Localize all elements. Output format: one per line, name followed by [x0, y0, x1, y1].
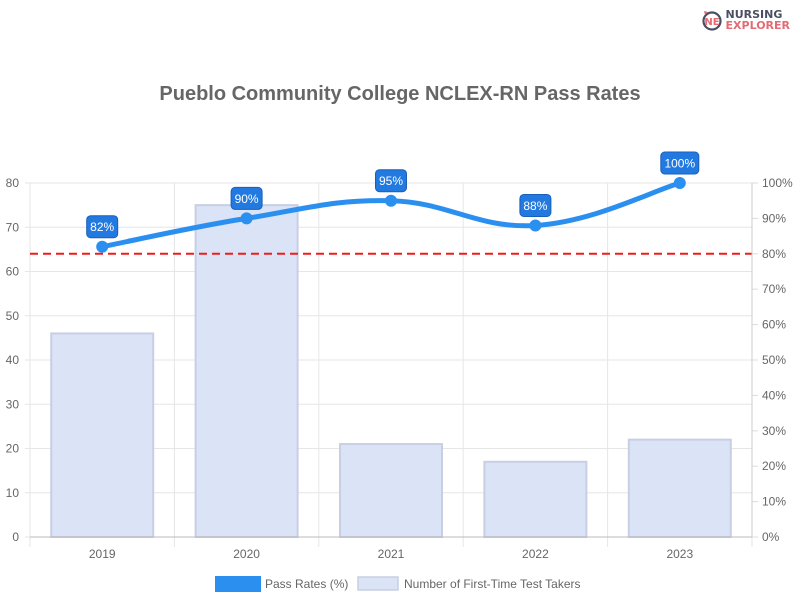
chart-title: Pueblo Community College NCLEX-RN Pass R…: [159, 83, 640, 105]
legend-swatch-test-takers[interactable]: [357, 576, 399, 591]
nursing-explorer-logo: NE NURSING EXPLORER: [701, 9, 790, 31]
x-tick-label: 2020: [233, 547, 260, 561]
left-tick-label: 0: [12, 530, 19, 544]
data-label-box: [230, 186, 263, 210]
left-tick-label: 50: [6, 309, 20, 323]
right-tick-label: 100%: [762, 176, 793, 190]
x-tick-label: 2021: [378, 547, 405, 561]
x-tick-label: 2022: [522, 547, 549, 561]
logo-line1: NURSING: [725, 8, 783, 21]
bar-2023[interactable]: [627, 438, 732, 538]
left-tick-label: 70: [6, 220, 20, 234]
legend-label-test-takers[interactable]: Number of First-Time Test Takers: [404, 577, 580, 591]
right-tick-label: 70%: [762, 282, 786, 296]
bar-2019[interactable]: [50, 332, 155, 539]
logo-icon: NE: [701, 11, 722, 31]
bar-2021[interactable]: [339, 443, 443, 539]
left-tick-label: 10: [6, 486, 20, 500]
pass-rate-point[interactable]: [673, 177, 686, 189]
bar-2022[interactable]: [483, 460, 588, 538]
data-label-box: [375, 169, 407, 193]
right-tick-label: 60%: [762, 318, 786, 332]
legend-label-pass-rates[interactable]: Pass Rates (%): [265, 577, 348, 591]
logo-line2: EXPLORER: [725, 19, 790, 32]
x-tick-label: 2023: [666, 547, 693, 561]
right-tick-label: 0%: [762, 530, 780, 544]
pass-rate-line: [101, 180, 681, 250]
left-tick-label: 40: [6, 353, 20, 367]
right-tick-label: 80%: [762, 247, 786, 261]
pass-rate-point[interactable]: [240, 212, 253, 225]
pass-rate-point[interactable]: [96, 240, 109, 253]
left-tick-label: 60: [6, 265, 20, 279]
right-tick-label: 40%: [762, 388, 786, 402]
right-tick-label: 90%: [762, 211, 786, 225]
left-tick-label: 30: [6, 397, 20, 411]
data-label-box: [519, 193, 552, 217]
left-tick-label: 80: [6, 176, 20, 190]
data-label: 90%: [235, 192, 259, 206]
data-label-box: [86, 215, 119, 239]
right-tick-label: 20%: [762, 459, 786, 473]
data-label: 82%: [90, 220, 114, 234]
right-tick-label: 30%: [762, 424, 786, 438]
data-label: 95%: [379, 174, 403, 188]
data-label-box: [660, 151, 700, 175]
pass-rate-point[interactable]: [385, 194, 397, 207]
data-label: 100%: [664, 157, 695, 171]
svg-text:NE: NE: [704, 17, 719, 28]
legend-swatch-pass-rates[interactable]: [215, 576, 261, 592]
right-tick-label: 10%: [762, 495, 786, 509]
left-tick-label: 20: [6, 442, 20, 456]
data-label: 88%: [523, 199, 547, 213]
bar-2020[interactable]: [194, 204, 299, 538]
right-tick-label: 50%: [762, 353, 786, 367]
x-tick-label: 2019: [89, 547, 116, 561]
pass-rate-point[interactable]: [529, 219, 542, 232]
